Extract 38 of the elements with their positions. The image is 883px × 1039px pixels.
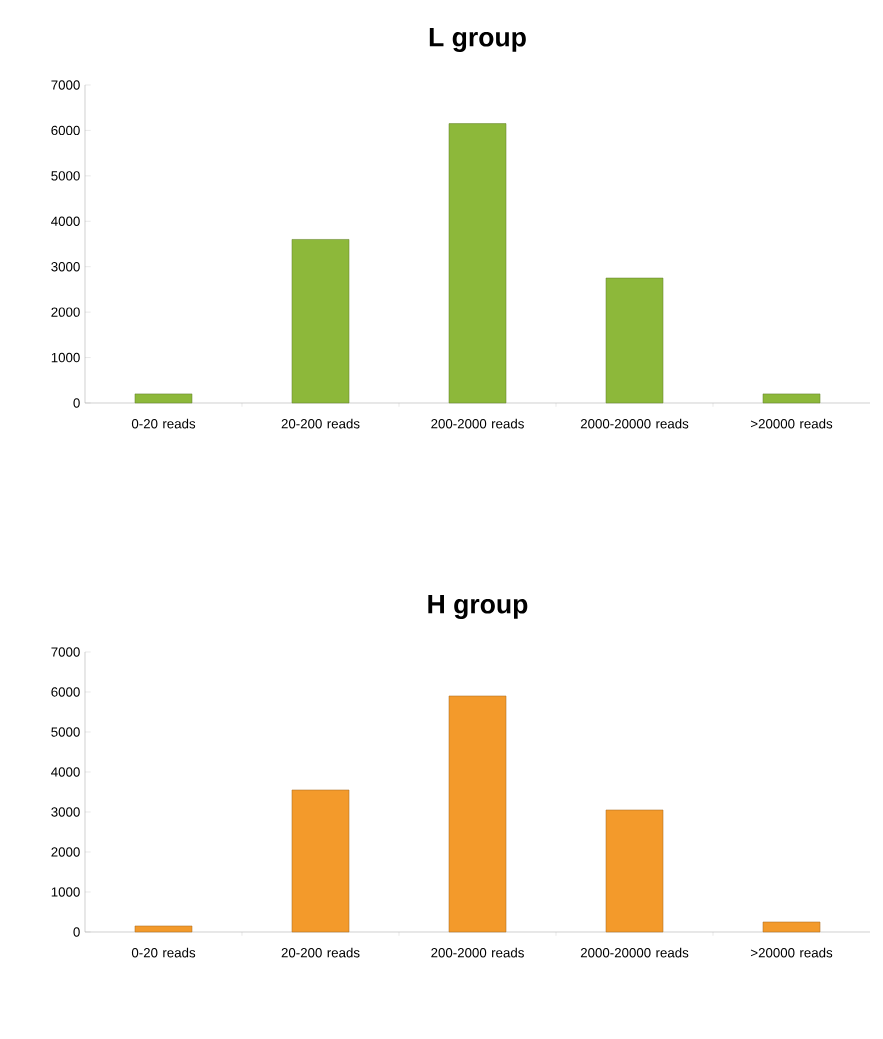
y-tick-label: 7000 xyxy=(51,647,80,657)
y-tick-label: 4000 xyxy=(51,216,80,226)
x-tick-label: 2000-20000 reads xyxy=(580,947,689,958)
y-tick-label: 6000 xyxy=(51,125,80,136)
y-tick-label: 2000 xyxy=(51,847,80,857)
y-tick-label: 4000 xyxy=(51,767,80,777)
y-tick-label: 6000 xyxy=(51,687,80,697)
bar xyxy=(605,809,664,933)
bar xyxy=(448,123,507,404)
chart-title: L group xyxy=(429,28,526,52)
y-tick-label: 5000 xyxy=(51,727,80,737)
chart-title: H group xyxy=(428,595,528,619)
x-tick-label: 0-20 reads xyxy=(131,947,196,958)
x-tick-label: 20-200 reads xyxy=(281,947,360,958)
bar xyxy=(291,789,350,933)
y-tick-label: 3000 xyxy=(51,807,80,817)
bar xyxy=(448,695,507,933)
x-tick-label: 200-2000 reads xyxy=(431,947,524,958)
bar xyxy=(605,277,664,404)
x-tick-label: 2000-20000 reads xyxy=(580,418,689,429)
bar xyxy=(134,925,193,933)
y-tick-label: 1000 xyxy=(51,352,80,363)
x-tick-label: 20-200 reads xyxy=(281,418,360,429)
y-tick-label: 0 xyxy=(73,927,80,937)
x-tick-label: 0-20 reads xyxy=(131,418,196,429)
y-tick-label: 2000 xyxy=(51,307,80,317)
y-tick-label: 3000 xyxy=(51,262,80,272)
y-tick-label: 1000 xyxy=(51,887,80,897)
bar xyxy=(762,921,821,933)
bar xyxy=(291,239,350,404)
bar xyxy=(762,393,821,404)
x-tick-label: 200-2000 reads xyxy=(431,418,524,429)
y-tick-label: 5000 xyxy=(51,171,80,181)
x-tick-label: >20000 reads xyxy=(750,947,833,958)
bar xyxy=(134,393,193,404)
y-tick-label: 7000 xyxy=(51,80,80,90)
x-tick-label: >20000 reads xyxy=(750,418,833,429)
y-tick-label: 0 xyxy=(73,398,80,408)
